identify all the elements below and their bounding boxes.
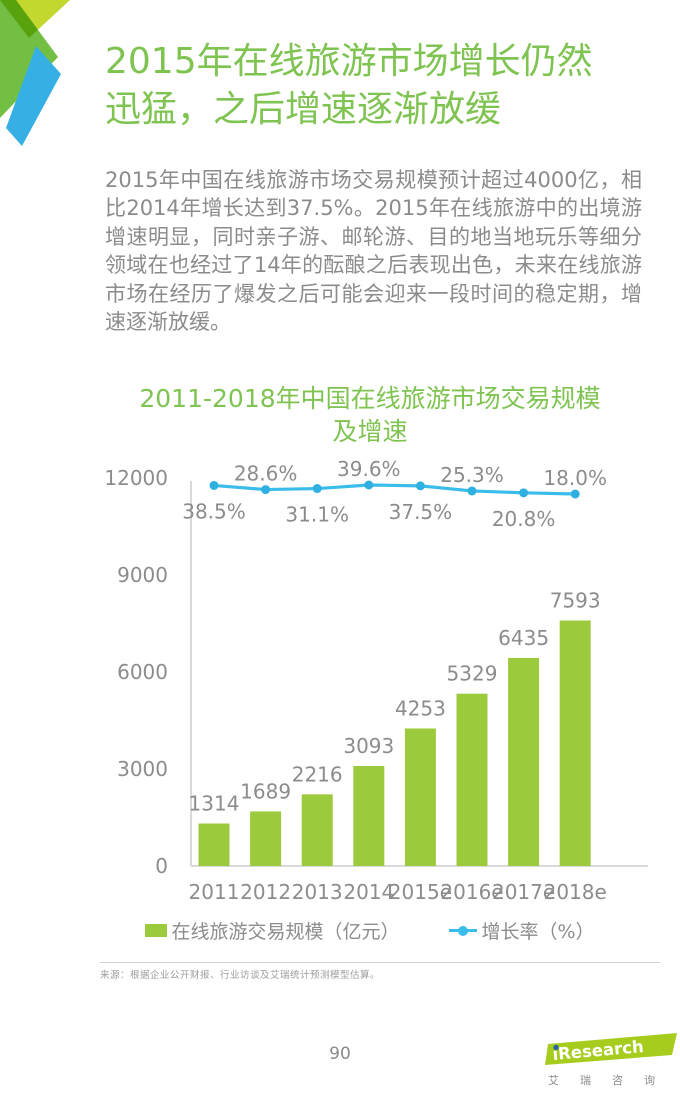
x-tick-2015e: 2015e (389, 880, 452, 904)
legend-item-line: 增长率（%） (449, 917, 595, 944)
bar-series-swatch-icon (145, 924, 168, 937)
bar-value-2017e: 6435 (498, 626, 549, 650)
growth-point-2011 (209, 480, 219, 490)
chart-title-line1: 2011-2018年中国在线旅游市场交易规模 (139, 384, 601, 413)
bar-2015e (404, 728, 436, 866)
x-tick-2012: 2012 (240, 880, 291, 904)
bar-value-2016e: 5329 (447, 662, 498, 686)
chart-legend: 在线旅游交易规模（亿元） 增长率（%） (80, 917, 660, 944)
corner-decoration (0, 0, 70, 146)
growth-line (213, 483, 576, 496)
legend-item-bars: 在线旅游交易规模（亿元） (145, 917, 399, 944)
legend-label-line: 增长率（%） (481, 921, 595, 943)
page-title: 2015年在线旅游市场增长仍然 迅猛，之后增速逐渐放缓 (105, 38, 650, 134)
logo-banner-graphic: ıResearch (545, 1033, 677, 1065)
line-series-marker-icon (449, 925, 478, 936)
bar-2014 (353, 765, 385, 866)
x-tick-2014: 2014 (343, 880, 394, 904)
source-note-row: 来源：根据企业公开财报、行业访谈及艾瑞统计预测模型估算。 (100, 962, 660, 981)
legend-label-bars: 在线旅游交易规模（亿元） (171, 921, 400, 943)
x-tick-2013: 2013 (292, 880, 343, 904)
growth-point-2014 (364, 480, 374, 490)
growth-label-2011: 38.5% (182, 499, 246, 523)
logo-wordmark: ıResearch (552, 1037, 645, 1064)
chart-title-line2: 及增速 (332, 417, 408, 446)
growth-point-2015e (415, 481, 425, 491)
market-size-growth-chart: 0 3000 6000 9000 12000 1314168922163093425353… (104, 457, 648, 904)
bar-2013 (301, 794, 333, 866)
growth-label-2012: 28.6% (234, 462, 298, 486)
y-tick-3000: 3000 (117, 757, 168, 781)
intro-paragraph: 2015年中国在线旅游市场交易规模预计超过4000亿，相比2014年增长达到37… (105, 168, 642, 335)
chart-title: 2011-2018年中国在线旅游市场交易规模 及增速 (80, 382, 660, 448)
page-title-line1: 2015年在线旅游市场增长仍然 (105, 41, 593, 82)
x-tick-2018e: 2018e (544, 880, 607, 904)
y-tick-0: 0 (155, 854, 168, 878)
bar-value-2014: 3093 (343, 734, 394, 758)
x-tick-2017e: 2017e (492, 880, 555, 904)
bar-2016e (456, 693, 488, 866)
y-tick-12000: 12000 (104, 466, 168, 490)
y-tick-9000: 9000 (117, 563, 168, 587)
source-note: 来源：根据企业公开财报、行业访谈及艾瑞统计预测模型估算。 (100, 970, 381, 981)
x-tick-2016e: 2016e (440, 880, 503, 904)
growth-label-2015e: 37.5% (389, 500, 453, 524)
growth-label-2017e: 20.8% (492, 507, 556, 531)
bar-2011 (198, 823, 230, 866)
page-title-line2: 迅猛，之后增速逐渐放缓 (105, 89, 502, 130)
logo-chinese-name: 艾瑞咨询 (548, 1074, 676, 1087)
bar-value-2013: 2216 (292, 762, 343, 786)
bar-value-2012: 1689 (240, 779, 291, 803)
logo-i-dot-icon (553, 1044, 559, 1051)
x-tick-2011: 2011 (189, 880, 240, 904)
bar-2018e (559, 620, 591, 866)
decor-triangle-lime (0, 0, 70, 38)
growth-point-2016e (467, 486, 477, 496)
bar-value-2011: 1314 (189, 792, 240, 816)
decor-triangle-green (0, 0, 58, 118)
bar-value-2018e: 7593 (550, 588, 601, 612)
growth-point-2017e (519, 488, 529, 498)
growth-label-2013: 31.1% (285, 503, 349, 527)
bar-value-2015e: 4253 (395, 696, 446, 720)
page-number: 90 (329, 1044, 351, 1064)
growth-label-2014: 39.6% (337, 457, 401, 481)
logo-banner (545, 1033, 677, 1065)
growth-label-2016e: 25.3% (440, 463, 504, 487)
bar-2012 (250, 811, 282, 866)
growth-point-2013 (312, 484, 322, 494)
decor-triangle-blue (6, 46, 61, 146)
bar-2017e (508, 657, 540, 866)
growth-point-2012 (261, 485, 271, 495)
iresearch-logo: ıResearch 艾瑞咨询 (540, 1028, 680, 1090)
growth-point-2018e (570, 489, 580, 499)
y-tick-6000: 6000 (117, 660, 168, 684)
growth-label-2018e: 18.0% (543, 466, 607, 490)
